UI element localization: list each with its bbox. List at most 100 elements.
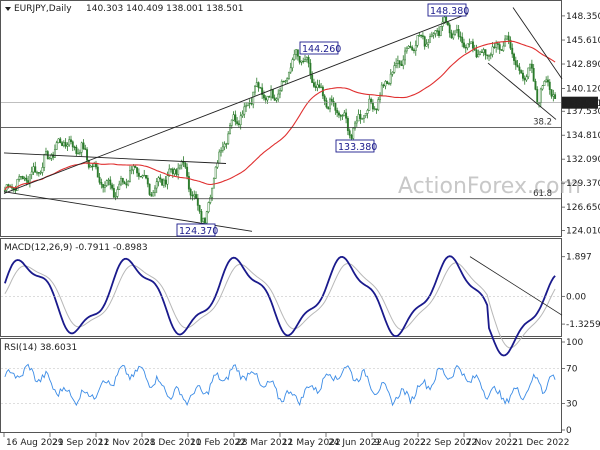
candle-body xyxy=(312,82,315,87)
candle-body xyxy=(434,30,437,34)
candle-body xyxy=(500,49,503,51)
candle-body xyxy=(227,133,230,144)
candle-body xyxy=(327,106,330,110)
candle-body xyxy=(16,179,19,191)
candle-body xyxy=(264,97,267,101)
candle-body xyxy=(173,169,176,175)
x-tick-label: 29 Sep 2021 xyxy=(52,438,109,448)
candle-body xyxy=(145,174,147,179)
candle-body xyxy=(125,183,128,186)
candle-body xyxy=(216,162,219,168)
candle-body xyxy=(45,151,47,155)
candle-body xyxy=(43,154,46,168)
candle-body xyxy=(293,54,296,60)
x-tick-label: 16 Aug 2021 xyxy=(6,438,64,448)
candle-body xyxy=(543,81,546,86)
candle-body xyxy=(50,154,53,159)
candle-body xyxy=(348,130,351,136)
candle-body xyxy=(3,189,6,192)
x-tick-label: 28 Mar 2022 xyxy=(236,438,293,448)
candle-body xyxy=(363,115,365,119)
candle-body xyxy=(148,183,151,195)
candle-body xyxy=(284,80,287,82)
candle-body xyxy=(359,114,362,119)
candle-body xyxy=(536,89,539,104)
candle-body xyxy=(470,41,473,44)
candle-body xyxy=(162,179,165,186)
candle-body xyxy=(241,113,244,117)
candle-body xyxy=(279,90,281,95)
candle-body xyxy=(463,42,465,48)
candle-body xyxy=(400,63,403,66)
candle-body xyxy=(409,45,412,48)
y-tick-label: 137.530 xyxy=(566,107,600,117)
candle-body xyxy=(305,57,308,60)
candle-body xyxy=(479,51,482,55)
candle-body xyxy=(345,112,348,119)
candle-body xyxy=(225,143,228,145)
candle-body xyxy=(214,166,217,179)
candle-body xyxy=(502,45,505,51)
candle-body xyxy=(488,55,490,57)
candle-body xyxy=(204,218,206,224)
candle-body xyxy=(413,49,415,51)
candle-body xyxy=(18,176,21,180)
trendline xyxy=(487,62,557,120)
candle-body xyxy=(193,194,196,197)
candle-body xyxy=(7,184,10,187)
candle-body xyxy=(95,163,97,168)
x-tick-label: 12 Nov 2021 xyxy=(98,438,156,448)
candle-body xyxy=(427,42,430,45)
candle-body xyxy=(525,76,528,81)
candle-body xyxy=(21,176,24,180)
candle-body xyxy=(136,167,139,174)
candle-body xyxy=(73,146,76,148)
candle-body xyxy=(307,57,310,64)
candle-body xyxy=(191,194,194,197)
candle-body xyxy=(452,34,455,39)
candle-body xyxy=(128,170,131,182)
candle-body xyxy=(273,97,276,101)
candle-body xyxy=(454,30,457,35)
candle-body xyxy=(386,81,389,85)
y-tick-label: 30 xyxy=(566,400,578,410)
candle-body xyxy=(257,82,260,88)
candle-body xyxy=(429,36,432,43)
ohlc-label: 140.303 140.409 138.001 138.501 xyxy=(86,4,243,14)
candle-body xyxy=(84,148,87,150)
candle-body xyxy=(157,177,160,182)
dropdown-arrow-icon xyxy=(5,7,11,11)
candle-body xyxy=(25,177,28,181)
candle-body xyxy=(134,165,137,168)
candle-body xyxy=(107,179,110,181)
candle-body xyxy=(421,35,424,37)
candle-body xyxy=(300,60,303,63)
candle-body xyxy=(154,187,156,193)
candle-body xyxy=(116,189,119,197)
candle-body xyxy=(371,102,374,110)
candle-body xyxy=(254,86,256,93)
candle-body xyxy=(480,51,483,53)
candle-body xyxy=(329,98,331,110)
candle-body xyxy=(168,168,171,176)
candle-body xyxy=(425,43,428,47)
candle-body xyxy=(237,123,240,125)
candle-body xyxy=(164,179,167,185)
candle-body xyxy=(259,87,262,89)
candle-body xyxy=(118,183,121,190)
candle-body xyxy=(482,49,485,53)
candle-body xyxy=(171,168,174,175)
x-tick-label: 22 Sep 2022 xyxy=(420,438,477,448)
candle-body xyxy=(270,89,273,98)
price-header: EURJPY,Daily 140.303 140.409 138.001 138… xyxy=(5,4,243,14)
y-tick-label: 132.090 xyxy=(566,155,600,165)
candle-body xyxy=(48,158,51,160)
y-tick-label: 142.890 xyxy=(566,60,600,70)
candle-body xyxy=(41,167,44,173)
macd-header: MACD(12,26,9) -0.7911 -0.8983 xyxy=(4,243,148,253)
candle-body xyxy=(402,59,405,66)
trendline xyxy=(3,152,227,164)
candle-body xyxy=(232,114,235,121)
candle-body xyxy=(416,35,419,46)
candle-body xyxy=(112,188,115,198)
